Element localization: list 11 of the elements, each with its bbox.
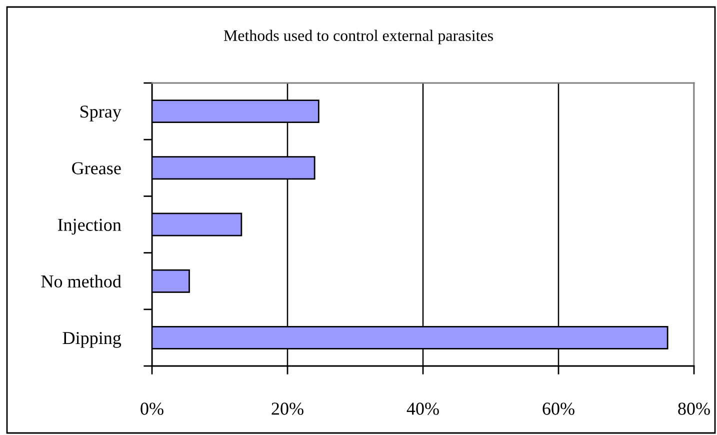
- y-tick-label: Injection: [58, 218, 122, 235]
- y-tick-label: Dipping: [62, 332, 122, 348]
- x-tick-label: 60%: [542, 402, 574, 415]
- y-tick-label: Spray: [80, 106, 122, 122]
- y-tick-label: Grease: [72, 162, 121, 174]
- x-tick-label: 0%: [140, 402, 164, 415]
- y-tick-label: No method: [41, 274, 122, 288]
- x-tick-label: 80%: [678, 402, 710, 415]
- x-tick-label: 20%: [272, 402, 304, 415]
- x-tick-label: 40%: [406, 402, 439, 415]
- chart-title: Methods used to control external parasites: [224, 30, 493, 44]
